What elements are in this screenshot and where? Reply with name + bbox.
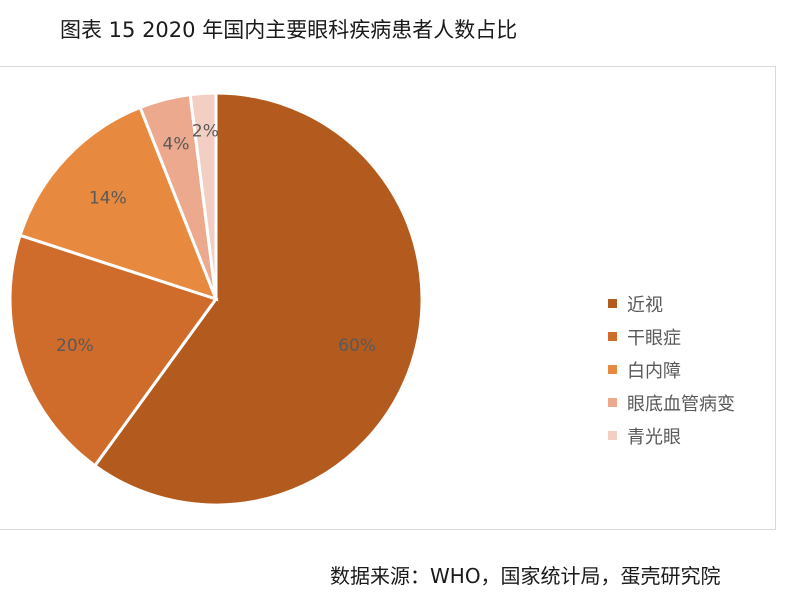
pie-slice-5 [188, 91, 218, 300]
pie-chart: 60% 20% 14% 4%2% [8, 91, 424, 507]
legend-label: 干眼症 [627, 327, 681, 349]
legend-item: 眼底血管病变 [608, 386, 735, 419]
data-label-5: 2% [192, 121, 219, 141]
legend-label: 近视 [627, 294, 663, 316]
legend-swatch [608, 299, 617, 308]
chart-legend: 近视干眼症白内障眼底血管病变 青光眼 [608, 287, 735, 452]
legend-item: 近视 [608, 287, 735, 320]
legend-label: 白内障 [627, 360, 681, 382]
pie-slice-2 [8, 233, 219, 468]
legend-swatch [608, 398, 617, 407]
source-note: 数据来源：WHO，国家统计局，蛋壳研究院 [330, 564, 721, 588]
chart-area: 60% 20% 14% 4% 2% 近视干眼症白内障眼底血管病变 青光眼 [0, 66, 776, 530]
legend-swatch [608, 332, 617, 341]
legend-swatch [608, 365, 617, 374]
figure-title: 图表 15 2020 年国内主要眼科疾病患者人数占比 [60, 18, 518, 42]
data-label-1: 60% [338, 336, 376, 356]
legend-label: 青光眼 [627, 426, 681, 448]
data-label-3: 14% [89, 188, 127, 208]
legend-item: 青光眼 [608, 419, 735, 452]
legend-swatch [608, 431, 617, 440]
data-label-4: 4% [163, 134, 190, 154]
legend-label: 眼底血管病变 [627, 393, 735, 415]
data-label-2: 20% [56, 336, 94, 356]
legend-item: 白内障 [608, 353, 735, 386]
pie-slice-3 [18, 105, 219, 302]
pie-slice-1 [92, 91, 424, 507]
legend-item: 干眼症 [608, 320, 735, 353]
